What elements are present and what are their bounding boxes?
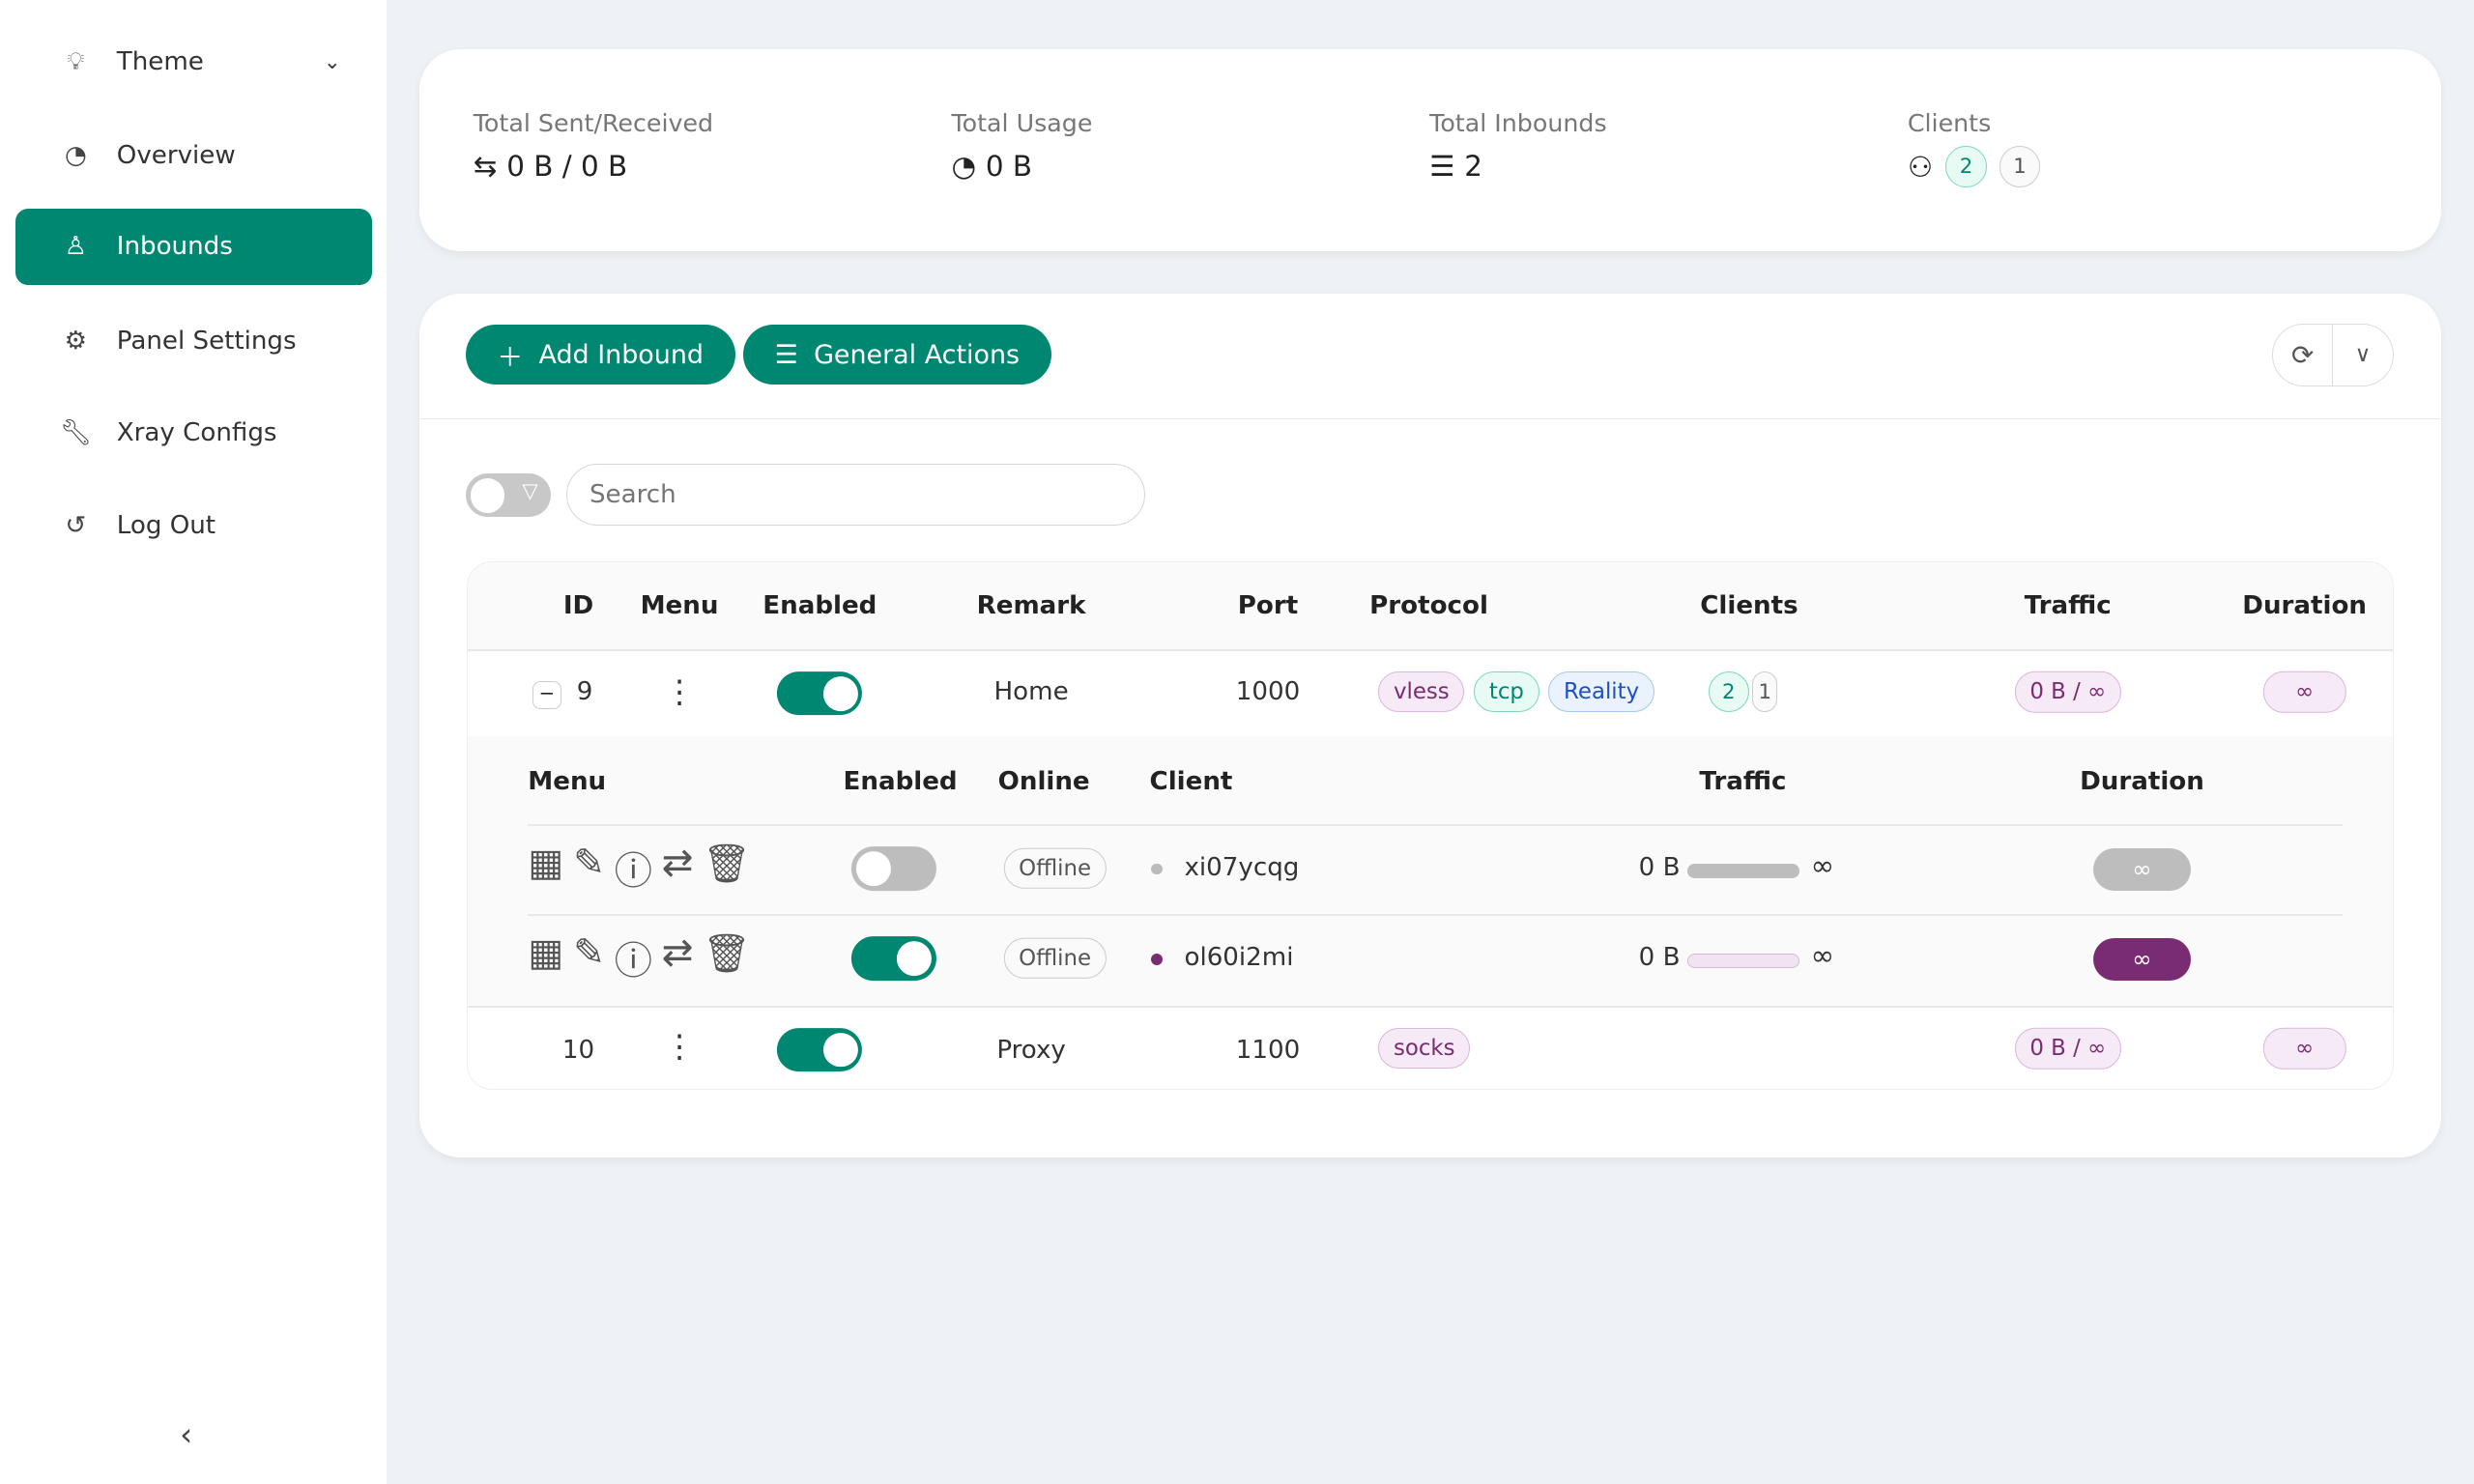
plus-icon: ＋ bbox=[497, 342, 524, 373]
client-limit: ∞ bbox=[1810, 849, 1835, 883]
client-email: ol60i2mi bbox=[1184, 942, 1294, 972]
inbounds-card: ＋Add Inbound ☰General Actions ⟳ ∨ ▽ ID M… bbox=[419, 293, 2441, 1158]
inbounds-table: ID Menu Enabled Remark Port Protocol Cli… bbox=[467, 561, 2394, 1091]
reset-traffic-icon[interactable]: ⇄ bbox=[661, 841, 694, 885]
table-row: 10 ⋮ Proxy 1100 socks 0 B / ∞ ∞ bbox=[468, 1006, 2392, 1089]
sidebar-item-log-out[interactable]: ↺ Log Out bbox=[15, 487, 372, 564]
stats-card: Total Sent/Received ⇆ 0 B / 0 B Total Usa… bbox=[419, 48, 2441, 251]
sidebar-item-theme[interactable]: 💡︎ Theme ⌄ bbox=[15, 23, 372, 100]
user-icon: ♙ bbox=[64, 232, 88, 262]
sidebar-item-xray-configs[interactable]: 🔧︎ Xray Configs bbox=[60, 418, 277, 448]
pie-chart-icon: ◔ bbox=[951, 149, 977, 183]
client-email: xi07ycqg bbox=[1184, 852, 1300, 882]
table-header: ID Menu Enabled Remark Port Protocol Cli… bbox=[468, 562, 2393, 649]
delete-icon[interactable]: 🗑︎ bbox=[703, 842, 751, 886]
delete-icon[interactable]: 🗑︎ bbox=[703, 932, 751, 976]
traffic-tag: 0 B / ∞ bbox=[2014, 1027, 2121, 1070]
team-icon: ⚇ bbox=[1907, 150, 1934, 184]
protocol-tag: socks bbox=[1378, 1027, 1471, 1070]
tool-icon: 🔧︎ bbox=[60, 418, 93, 448]
client-duration-tag: ∞ bbox=[2092, 847, 2192, 891]
client-limit: ∞ bbox=[1810, 939, 1835, 973]
info-icon[interactable]: ⓘ bbox=[614, 849, 652, 894]
refresh-icon[interactable]: ⟳ bbox=[2273, 324, 2334, 385]
traffic-tag: 0 B / ∞ bbox=[2014, 671, 2121, 713]
client-traffic-bar bbox=[1687, 864, 1800, 878]
client-row: ▦ ✎ ⓘ ⇄ 🗑︎ Offline ol60i2mi 0 B ∞ ∞ bbox=[468, 914, 2392, 1004]
client-status-dot bbox=[1151, 864, 1163, 875]
search-input[interactable] bbox=[566, 463, 1146, 526]
client-status-dot bbox=[1151, 954, 1163, 965]
client-duration-tag: ∞ bbox=[2092, 937, 2192, 981]
client-subtable: Menu Enabled Online Client Traffic Durat… bbox=[468, 735, 2393, 1006]
filter-toggle[interactable]: ▽ bbox=[465, 472, 551, 518]
online-status-tag: Offline bbox=[1003, 847, 1107, 890]
more-menu-icon[interactable]: ⋮ bbox=[663, 673, 696, 711]
sidebar-item-inbounds[interactable]: ♙ Inbounds bbox=[15, 208, 373, 286]
client-row: ▦ ✎ ⓘ ⇄ 🗑︎ Offline xi07ycqg 0 B ∞ ∞ bbox=[468, 824, 2392, 914]
enabled-toggle[interactable] bbox=[777, 1027, 863, 1072]
dashboard-icon: ◔ bbox=[64, 140, 87, 170]
menu-icon: ☰ bbox=[774, 339, 798, 370]
divider bbox=[419, 417, 2441, 420]
logout-icon: ↺ bbox=[65, 511, 87, 541]
client-used: 0 B bbox=[1638, 852, 1681, 882]
duration-tag: ∞ bbox=[2262, 1027, 2346, 1070]
collapse-sidebar-icon[interactable]: ‹ bbox=[180, 1416, 193, 1454]
client-used: 0 B bbox=[1638, 942, 1681, 972]
stat-usage: Total Usage ◔ 0 B bbox=[951, 108, 1093, 183]
client-actions: ▦ ✎ ⓘ ⇄ 🗑︎ bbox=[528, 842, 751, 896]
stat-sent-received: Total Sent/Received ⇆ 0 B / 0 B bbox=[473, 108, 714, 183]
duration-tag: ∞ bbox=[2262, 671, 2346, 713]
general-actions-button[interactable]: ☰ General Actions bbox=[742, 325, 1051, 385]
stat-inbounds: Total Inbounds ☰ 2 bbox=[1429, 108, 1607, 183]
chevron-down-icon[interactable]: ∨ bbox=[2354, 342, 2372, 368]
protocol-tags: vless tcp Reality bbox=[1378, 671, 1654, 713]
qrcode-icon[interactable]: ▦ bbox=[528, 841, 564, 885]
lightbulb-icon: 💡︎ bbox=[67, 46, 85, 76]
edit-icon[interactable]: ✎ bbox=[573, 841, 605, 885]
collapse-row-icon[interactable]: − bbox=[532, 680, 561, 710]
more-menu-icon[interactable]: ⋮ bbox=[663, 1028, 696, 1066]
online-status-tag: Offline bbox=[1003, 937, 1107, 980]
clients-badges: 2 1 bbox=[1708, 671, 1778, 713]
client-actions: ▦ ✎ ⓘ ⇄ 🗑︎ bbox=[528, 931, 751, 985]
sidebar-item-overview[interactable]: ◔ Overview bbox=[15, 117, 372, 194]
sidebar: 💡︎ Theme ⌄ ◔ Overview ♙ Inbounds ⚙ Panel Sett… bbox=[0, 0, 387, 1484]
sidebar-item-panel-settings[interactable]: ⚙ Panel Settings bbox=[15, 302, 372, 380]
filter-icon: ▽ bbox=[522, 479, 538, 504]
qrcode-icon[interactable]: ▦ bbox=[528, 931, 564, 975]
transfer-icon: ⇆ bbox=[473, 149, 498, 183]
client-enabled-toggle[interactable] bbox=[850, 936, 937, 981]
chevron-down-icon: ⌄ bbox=[323, 49, 341, 74]
client-enabled-toggle[interactable] bbox=[850, 846, 937, 891]
list-icon: ☰ bbox=[1429, 149, 1455, 183]
table-row: − 9 ⋮ Home 1000 vless tcp Reality 2 1 0 … bbox=[468, 649, 2392, 736]
enabled-toggle[interactable] bbox=[777, 671, 863, 716]
reset-traffic-icon[interactable]: ⇄ bbox=[661, 931, 694, 975]
edit-icon[interactable]: ✎ bbox=[573, 931, 605, 975]
stat-clients: Clients ⚇ 2 1 bbox=[1907, 109, 2041, 187]
client-traffic-bar bbox=[1687, 954, 1800, 968]
add-inbound-button[interactable]: ＋ Add Inbound bbox=[465, 325, 735, 385]
gear-icon: ⚙ bbox=[64, 327, 88, 357]
refresh-group: ⟳ ∨ bbox=[2272, 323, 2394, 386]
info-icon[interactable]: ⓘ bbox=[614, 940, 652, 984]
